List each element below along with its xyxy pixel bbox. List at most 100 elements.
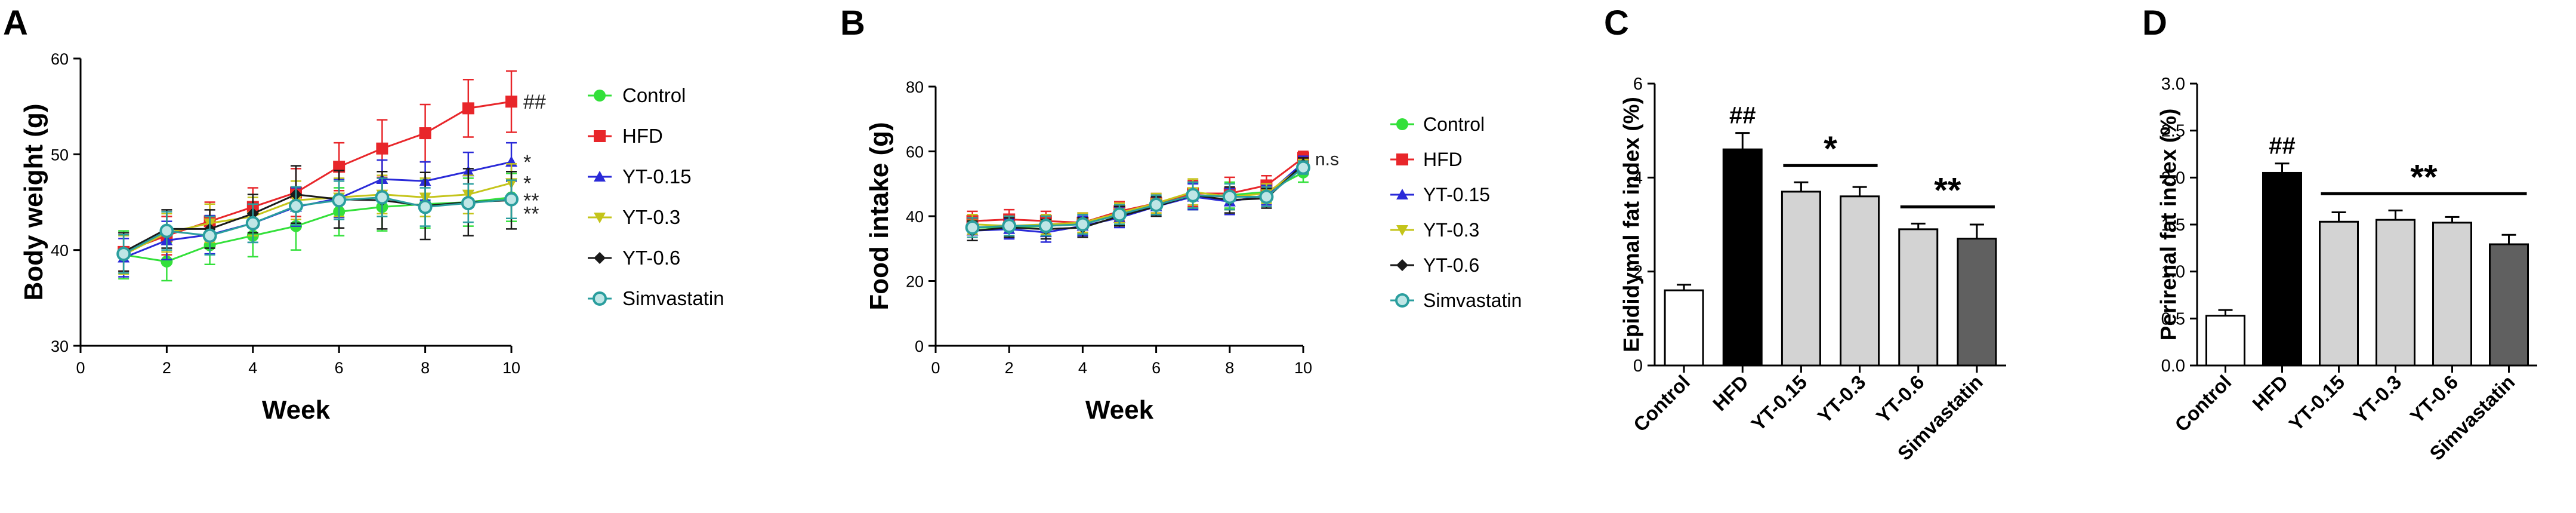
significance-label: ## [1729, 103, 1756, 129]
legend-marker [1395, 293, 1409, 308]
legend-label: YT-0.6 [1423, 254, 1479, 276]
significance-label: ## [523, 91, 546, 113]
x-tick-label: 4 [1078, 359, 1087, 377]
significance-label: ## [2269, 133, 2296, 159]
y-tick-label: 0.5 [2161, 309, 2185, 328]
y-tick-label: 20 [906, 273, 924, 291]
data-point [461, 196, 476, 211]
bar [2376, 219, 2415, 367]
data-point [1112, 207, 1127, 222]
category-label: YT-0.6 [1872, 371, 1929, 428]
category-label: YT-0.15 [2285, 371, 2349, 435]
category-label: HFD [1708, 371, 1753, 415]
legend-label: YT-0.3 [622, 206, 680, 228]
data-point [202, 228, 217, 243]
legend-marker [1396, 225, 1408, 236]
legend-label: YT-0.15 [1423, 184, 1490, 205]
panel-label: D [2142, 4, 2167, 42]
category-label: HFD [2248, 371, 2292, 415]
y-tick-label: 2.0 [2161, 168, 2185, 188]
significance-label: ** [2410, 158, 2438, 196]
x-tick-label: 2 [1005, 359, 1014, 377]
category-label: YT-0.6 [2406, 371, 2463, 428]
data-point [965, 220, 980, 235]
y-tick-label: 60 [51, 50, 69, 68]
y-tick-label: 80 [906, 78, 924, 96]
y-tick-label: 40 [51, 242, 69, 260]
category-label: YT-0.3 [2349, 371, 2406, 428]
legend-marker [1396, 259, 1408, 271]
data-point [505, 96, 517, 108]
data-point [1222, 189, 1237, 204]
y-axis-label: Epididymal fat index (%) [1619, 97, 1643, 352]
significance-label: n.s [1315, 149, 1339, 169]
data-point [245, 216, 260, 231]
series-line [123, 193, 512, 253]
bar [1781, 191, 1821, 367]
category-label: Control [1629, 371, 1694, 436]
y-tick-label: 50 [51, 146, 69, 164]
data-point [375, 190, 390, 205]
legend-marker [594, 171, 606, 182]
x-tick-label: 2 [162, 359, 171, 377]
y-axis-label: Food intake (g) [865, 122, 894, 310]
x-tick-label: 6 [1152, 359, 1161, 377]
legend-marker [593, 291, 607, 306]
category-label: YT-0.3 [1813, 371, 1870, 428]
x-axis-label: Week [262, 395, 331, 425]
significance-label: ** [1934, 171, 1961, 210]
data-point [116, 247, 131, 262]
x-tick-label: 10 [502, 359, 520, 377]
legend-label: YT-0.15 [622, 165, 692, 188]
panel-a: A 30 40 50 60 Body weight (g) 0 2 4 6 8 10 Week Contr… [3, 4, 724, 425]
data-point [504, 192, 519, 207]
legend-marker [594, 213, 606, 223]
y-tick-label: 6 [1633, 75, 1643, 94]
data-point [161, 255, 173, 268]
y-tick-label: 3.0 [2161, 75, 2185, 94]
x-tick-label: 8 [1225, 359, 1234, 377]
data-point [332, 193, 347, 208]
data-point [1149, 198, 1164, 213]
legend-marker [1396, 118, 1408, 130]
series-line [123, 161, 512, 259]
legend-marker [1396, 153, 1408, 165]
series-line [972, 164, 1304, 232]
panel-d: D 0.0 0.5 1.0 1.5 2.0 2.5 3.0 Perirenal fat inde… [2142, 4, 2537, 465]
data-point [333, 161, 345, 173]
y-tick-label: 60 [906, 143, 924, 161]
data-point [1075, 217, 1090, 232]
data-point [418, 199, 433, 214]
significance-label: ** [523, 203, 539, 226]
x-tick-label: 0 [931, 359, 940, 377]
legend-marker [594, 90, 606, 102]
legend-label: HFD [622, 125, 663, 147]
data-point [1259, 189, 1274, 204]
x-tick-label: 6 [335, 359, 344, 377]
legend-label: Simvastatin [622, 287, 724, 309]
category-label: YT-0.15 [1747, 371, 1811, 435]
bar [2432, 222, 2472, 367]
bar [2205, 315, 2245, 367]
series-line [972, 167, 1304, 229]
bar [1722, 148, 1763, 367]
bar [2262, 171, 2302, 367]
bar [2489, 243, 2529, 367]
legend-marker [594, 252, 606, 264]
y-tick-label: 2.5 [2161, 122, 2185, 141]
x-axis-label: Week [1085, 395, 1154, 425]
legend-marker [594, 130, 606, 142]
significance-label: * [1824, 130, 1837, 168]
y-tick-label: 0 [915, 337, 924, 355]
y-tick-label: 40 [906, 208, 924, 226]
bar [1664, 289, 1704, 367]
data-point [1038, 219, 1053, 234]
data-point [462, 102, 474, 115]
y-tick-label: 0.0 [2161, 357, 2185, 376]
y-tick-label: 2 [1633, 263, 1643, 282]
panel-label: B [840, 4, 865, 42]
legend-label: Control [1423, 113, 1485, 135]
data-point [1296, 160, 1310, 175]
x-tick-label: 8 [421, 359, 430, 377]
